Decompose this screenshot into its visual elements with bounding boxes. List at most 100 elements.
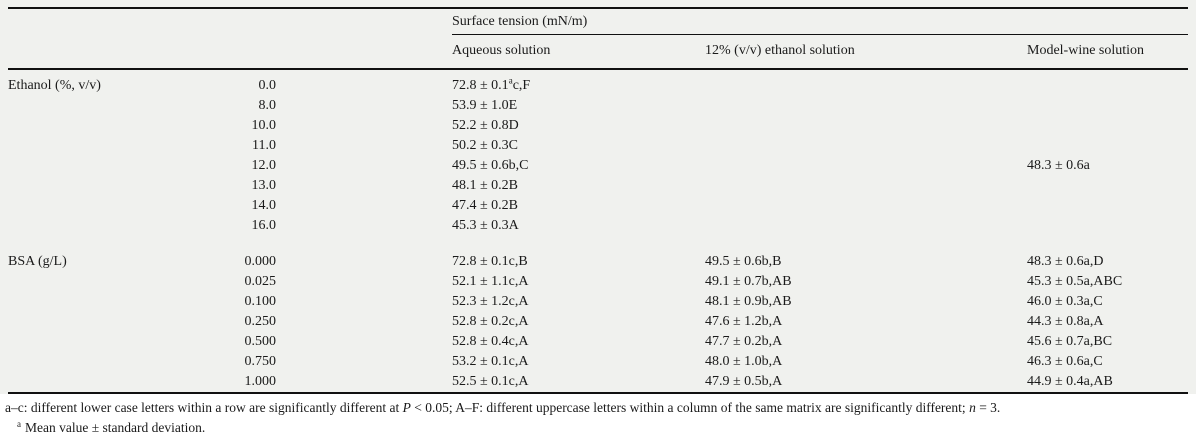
italic-n: n	[969, 400, 976, 415]
header-aqueous: Aqueous solution	[452, 34, 705, 70]
table-row: 8.0 53.9 ± 1.0E	[8, 96, 1188, 116]
table-row: 13.0 48.1 ± 0.2B	[8, 176, 1188, 196]
aqueous-cell: 52.8 ± 0.2c,A	[452, 314, 529, 329]
wine-cell: 46.3 ± 0.6a,C	[1027, 354, 1103, 369]
row-group-label	[8, 312, 240, 332]
level-cell: 16.0	[251, 218, 277, 233]
level-cell: 0.500	[244, 334, 277, 349]
aqueous-cell: 52.5 ± 0.1c,A	[452, 374, 529, 389]
wine-cell: 45.3 ± 0.5a,ABC	[1027, 274, 1123, 289]
row-group-label	[8, 96, 240, 116]
level-cell: 10.0	[251, 118, 277, 133]
ethanol12-cell	[705, 196, 1027, 216]
wine-cell	[1027, 136, 1188, 156]
footnote-text: = 3.	[975, 400, 1001, 415]
column-header-row: Aqueous solution 12% (v/v) ethanol solut…	[8, 34, 1189, 70]
aqueous-cell: 45.3 ± 0.3A	[452, 218, 519, 233]
ethanol12-cell: 47.6 ± 1.2b,A	[705, 314, 783, 329]
table-panel: Surface tension (mN/m) Aqueous solution …	[0, 0, 1196, 394]
italic-p: P	[402, 400, 411, 415]
row-group-label	[8, 176, 240, 196]
header-ethanol12: 12% (v/v) ethanol solution	[705, 34, 1027, 70]
ethanol12-cell	[705, 156, 1027, 176]
table-row: Ethanol (%, v/v) 0.0 72.8 ± 0.1ac,F	[8, 69, 1188, 96]
wine-cell: 48.3 ± 0.6a,D	[1027, 254, 1104, 269]
wine-cell: 45.6 ± 0.7a,BC	[1027, 334, 1113, 349]
ethanol12-cell	[705, 216, 1027, 236]
footnote-text: a–c: different lower case letters within…	[5, 400, 403, 415]
ethanol12-cell	[705, 69, 1027, 96]
ethanol12-cell: 48.1 ± 0.9b,AB	[705, 294, 792, 309]
footnote-significance: a–c: different lower case letters within…	[5, 399, 1188, 416]
footnote-a-marker: a	[17, 418, 21, 429]
wine-cell: 48.3 ± 0.6a	[1027, 158, 1090, 173]
row-group-label	[8, 272, 240, 292]
wine-cell	[1027, 216, 1188, 236]
level-cell: 1.000	[244, 374, 277, 389]
level-cell: 8.0	[258, 98, 277, 113]
section-divider	[8, 236, 1188, 252]
wine-cell	[1027, 96, 1188, 116]
ethanol12-cell: 48.0 ± 1.0b,A	[705, 354, 783, 369]
wine-cell: 44.9 ± 0.4a,AB	[1027, 374, 1113, 389]
ethanol12-cell	[705, 116, 1027, 136]
row-group-label	[8, 352, 240, 372]
aqueous-cell: 72.8 ± 0.1ac,F	[452, 69, 705, 96]
level-cell: 11.0	[252, 138, 276, 153]
row-group-label	[8, 116, 240, 136]
ethanol12-cell: 49.5 ± 0.6b,B	[705, 254, 782, 269]
level-cell: 13.0	[251, 178, 277, 193]
row-group-label	[8, 156, 240, 176]
wine-cell: 46.0 ± 0.3a,C	[1027, 294, 1103, 309]
table-row: 10.0 52.2 ± 0.8D	[8, 116, 1188, 136]
footnote-mean-value: a Mean value ± standard deviation.	[5, 419, 1188, 436]
table-body: Ethanol (%, v/v) 0.0 72.8 ± 0.1ac,F 8.0 …	[8, 69, 1188, 393]
table-row: 1.000 52.5 ± 0.1c,A 47.9 ± 0.5b,A 44.9 ±…	[8, 372, 1188, 393]
wine-cell	[1027, 69, 1188, 96]
aqueous-cell: 53.9 ± 1.0E	[452, 98, 518, 113]
footnote-text: < 0.05; A–F: different uppercase letters…	[410, 400, 970, 415]
row-group-label: Ethanol (%, v/v)	[8, 78, 101, 93]
wine-cell: 44.3 ± 0.8a,A	[1027, 314, 1104, 329]
spanner-row: Surface tension (mN/m)	[8, 8, 1189, 35]
level-cell: 0.750	[244, 354, 277, 369]
table-row: 16.0 45.3 ± 0.3A	[8, 216, 1188, 236]
aqueous-cell: 50.2 ± 0.3C	[452, 138, 519, 153]
table-row: 14.0 47.4 ± 0.2B	[8, 196, 1188, 216]
level-cell: 0.0	[258, 78, 277, 93]
value-pre: 72.8 ± 0.1	[452, 78, 509, 93]
table-header: Surface tension (mN/m) Aqueous solution …	[8, 8, 1189, 70]
row-group-label	[8, 196, 240, 216]
ethanol12-cell	[705, 136, 1027, 156]
footnote-a-text: Mean value ± standard deviation.	[25, 420, 206, 435]
level-cell: 0.025	[244, 274, 277, 289]
section-gap	[8, 236, 1188, 252]
aqueous-cell: 52.8 ± 0.4c,A	[452, 334, 529, 349]
wine-cell	[1027, 176, 1188, 196]
table-row: 0.500 52.8 ± 0.4c,A 47.7 ± 0.2b,A 45.6 ±…	[8, 332, 1188, 352]
row-group-label	[8, 332, 240, 352]
row-group-label	[8, 216, 240, 236]
ethanol12-cell: 49.1 ± 0.7b,AB	[705, 274, 792, 289]
row-group-label	[8, 292, 240, 312]
level-cell: 0.100	[244, 294, 277, 309]
wine-cell	[1027, 196, 1188, 216]
row-group-label	[8, 372, 240, 393]
ethanol12-cell: 47.7 ± 0.2b,A	[705, 334, 783, 349]
value-post: c,F	[512, 78, 531, 93]
row-group-label: BSA (g/L)	[8, 254, 67, 269]
level-cell: 0.000	[244, 254, 277, 269]
level-cell: 14.0	[251, 198, 277, 213]
aqueous-cell: 48.1 ± 0.2B	[452, 178, 519, 193]
table-row: 11.0 50.2 ± 0.3C	[8, 136, 1188, 156]
surface-tension-table: Surface tension (mN/m) Aqueous solution …	[8, 7, 1189, 394]
spanner-heading: Surface tension (mN/m)	[452, 8, 1189, 35]
ethanol12-cell	[705, 96, 1027, 116]
level-cell: 0.250	[244, 314, 277, 329]
table-footnotes: a–c: different lower case letters within…	[0, 394, 1196, 436]
ethanol12-cell: 47.9 ± 0.5b,A	[705, 374, 783, 389]
aqueous-cell: 49.5 ± 0.6b,C	[452, 158, 529, 173]
aqueous-cell: 52.3 ± 1.2c,A	[452, 294, 529, 309]
wine-cell	[1027, 116, 1188, 136]
ethanol12-cell	[705, 176, 1027, 196]
